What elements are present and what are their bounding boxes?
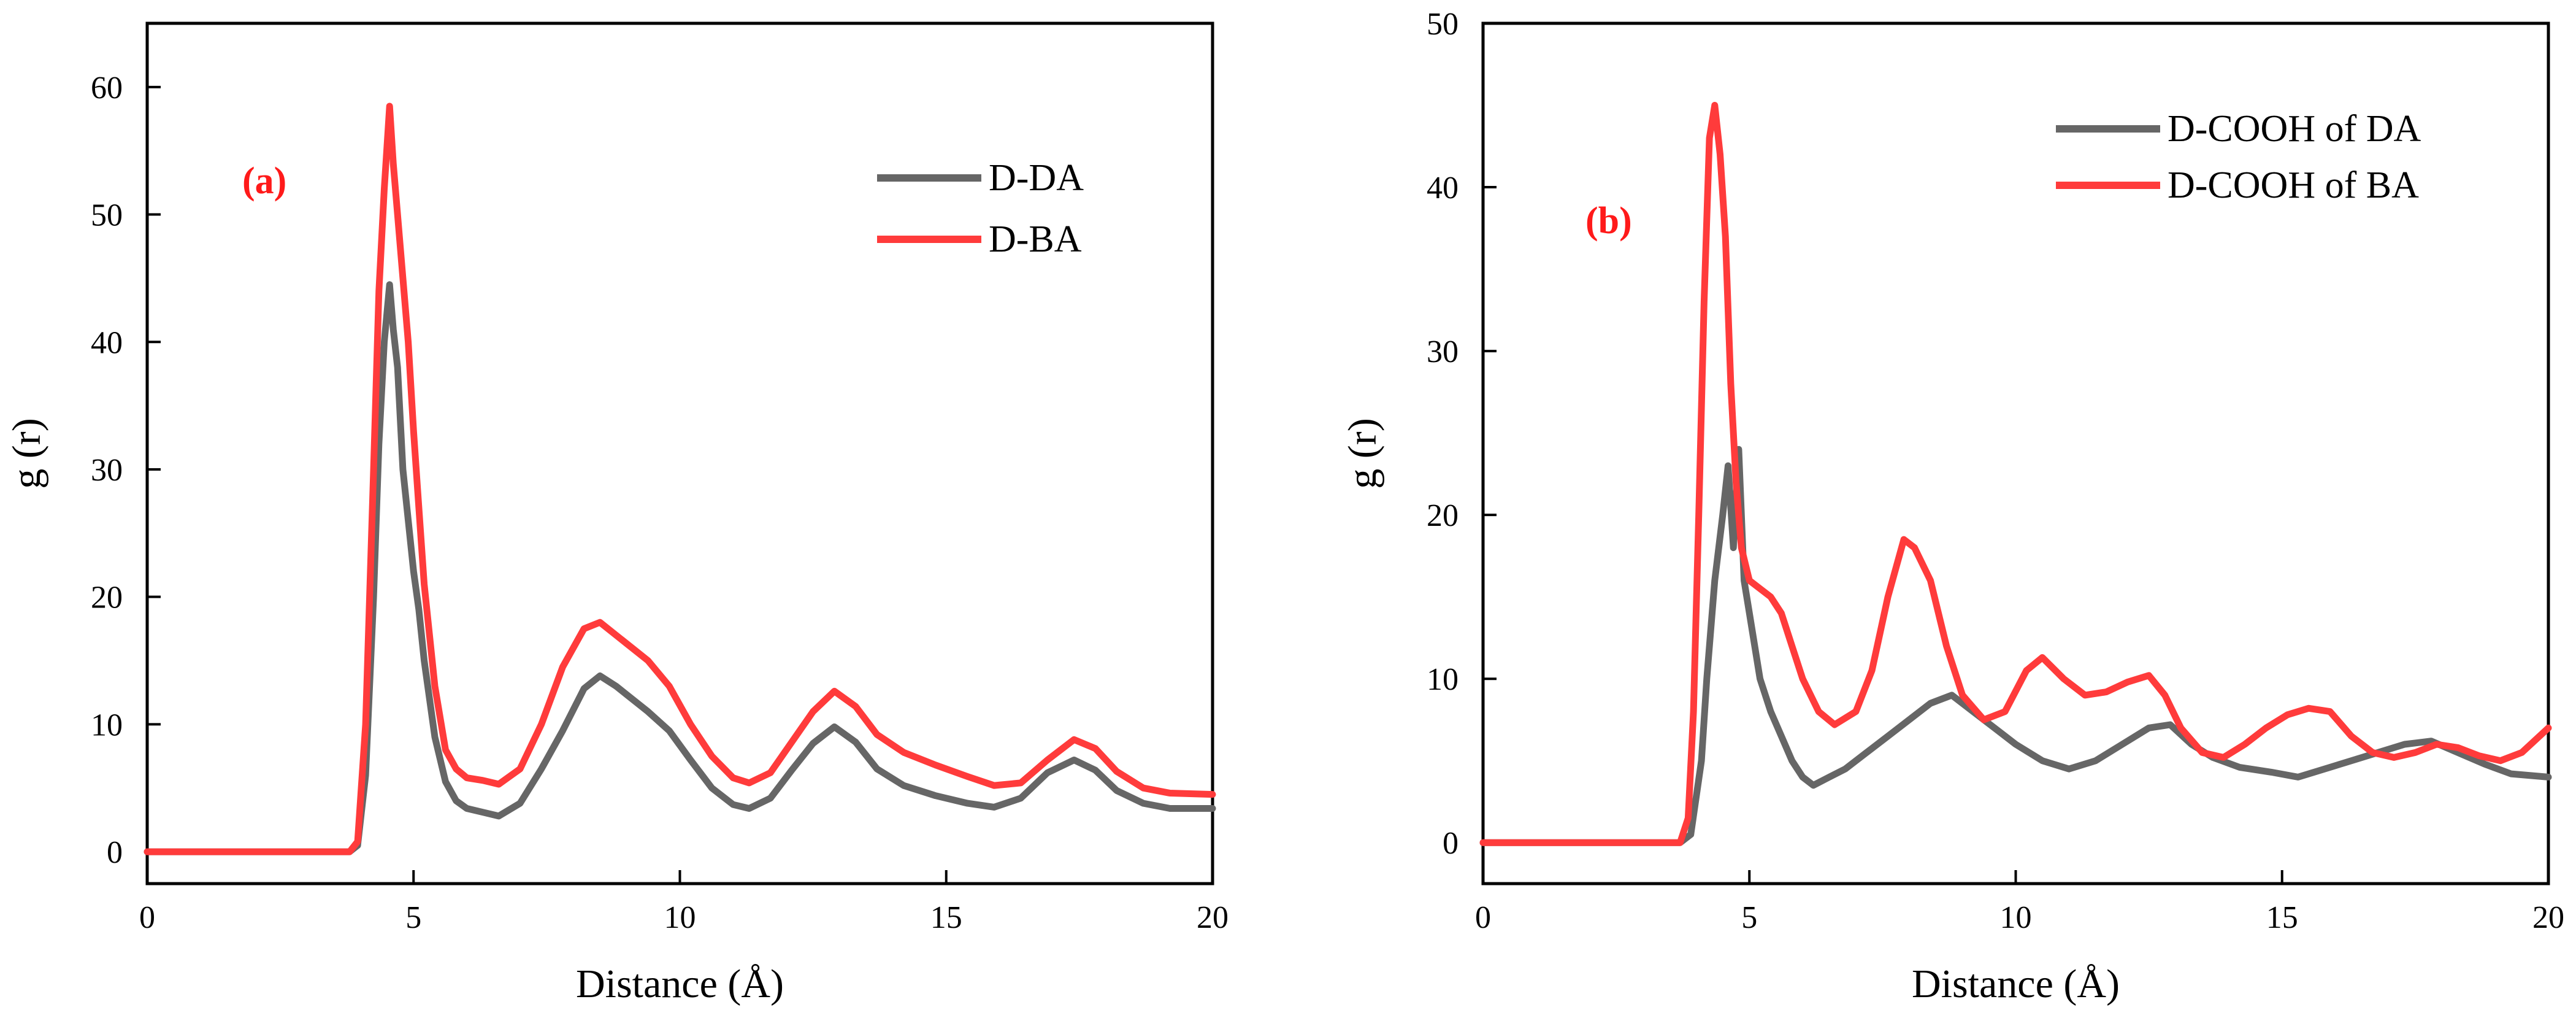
legend: D-COOH of DA D-COOH of BA — [2056, 108, 2421, 206]
y-tick-label: 0 — [107, 835, 123, 870]
x-tick-label: 5 — [405, 900, 421, 935]
y-axis-title: g (r) — [4, 418, 49, 488]
legend-label-d-da: D-DA — [989, 157, 1084, 199]
series-line-d-da — [144, 281, 1216, 855]
x-tick-label: 5 — [1741, 900, 1757, 935]
x-tick-label: 15 — [930, 900, 962, 935]
x-axis-ticks: 0 5 10 15 20 — [1475, 870, 2564, 935]
x-tick-label: 15 — [2266, 900, 2298, 935]
y-tick-label: 40 — [91, 325, 123, 360]
y-tick-label: 50 — [91, 198, 123, 233]
panel-label: (b) — [1585, 200, 1632, 242]
x-axis-title: Distance (Å) — [576, 962, 784, 1006]
x-tick-label: 20 — [1197, 900, 1229, 935]
y-tick-label: 30 — [91, 453, 123, 488]
x-axis-ticks: 0 5 10 15 20 — [139, 870, 1229, 935]
series-lines — [1479, 102, 2552, 846]
x-tick-label: 20 — [2532, 900, 2564, 935]
y-axis-title: g (r) — [1340, 418, 1385, 488]
x-tick-label: 0 — [139, 900, 155, 935]
x-tick-label: 0 — [1475, 900, 1491, 935]
x-tick-label: 10 — [664, 900, 696, 935]
series-line-d-cooh-of-ba — [1479, 102, 2552, 846]
series-line-d-ba — [144, 102, 1216, 855]
y-tick-label: 50 — [1427, 7, 1459, 42]
series-lines — [144, 102, 1216, 855]
y-tick-label: 10 — [91, 708, 123, 742]
x-axis-title: Distance (Å) — [1912, 962, 2120, 1006]
y-axis-ticks: 0 10 20 30 40 50 60 — [91, 71, 161, 870]
y-tick-label: 10 — [1427, 662, 1459, 697]
legend: D-DA D-BA — [877, 157, 1084, 260]
y-axis-ticks: 0 10 20 30 40 50 — [1427, 7, 1497, 861]
y-tick-label: 0 — [1443, 826, 1459, 861]
series-line-d-cooh-of-da — [1479, 445, 2552, 846]
y-tick-label: 40 — [1427, 171, 1459, 206]
panel-label: (a) — [242, 160, 286, 202]
legend-label-d-cooh-of-da: D-COOH of DA — [2168, 108, 2421, 150]
y-tick-label: 60 — [91, 71, 123, 106]
x-tick-label: 10 — [2000, 900, 2032, 935]
chart-panel-b: 0 10 20 30 40 50 0 5 10 15 20 (b) Distance (Å) g … — [1340, 7, 2564, 1006]
y-tick-label: 30 — [1427, 334, 1459, 369]
y-tick-label: 20 — [1427, 498, 1459, 533]
legend-label-d-cooh-of-ba: D-COOH of BA — [2168, 164, 2419, 206]
y-tick-label: 20 — [91, 580, 123, 615]
legend-label-d-ba: D-BA — [989, 218, 1082, 260]
